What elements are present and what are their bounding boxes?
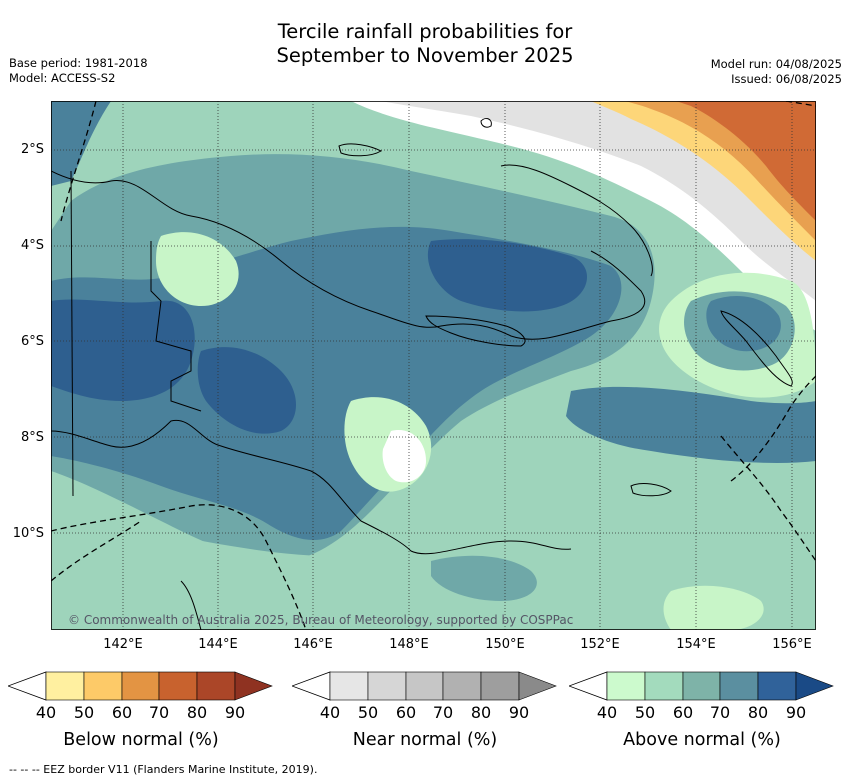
legend-above-colorbar (567, 671, 834, 701)
field-west-80 (51, 101, 111, 186)
lon-label-144e: 144°E (198, 637, 238, 652)
legend-near-tick: 90 (508, 703, 530, 722)
legend-near-swatch (518, 671, 557, 701)
field-above-90-central (197, 347, 296, 434)
field-east-80 (706, 296, 781, 352)
legend-above-tick: 50 (634, 703, 656, 722)
map-border (51, 101, 816, 630)
copyright-text: © Commonwealth of Australia 2025, Bureau… (68, 613, 574, 627)
map-svg (51, 101, 816, 630)
field-south-50 (663, 585, 764, 630)
legend-near-swatch (442, 671, 482, 701)
legend-near-normal: 40 50 60 70 80 90 Near normal (%) (290, 670, 558, 750)
lon-label-142e: 142°E (103, 637, 143, 652)
graticule (51, 101, 816, 630)
issued-text: Issued: 06/08/2025 (731, 72, 842, 86)
legend-near-tick: 40 (319, 703, 341, 722)
lon-label-156e: 156°E (772, 637, 812, 652)
legend-below-swatch (83, 671, 123, 701)
legend-above-caption: Above normal (%) (623, 730, 781, 750)
legend-below-tick: 50 (73, 703, 95, 722)
rainfall-probability-map (51, 101, 816, 630)
map-title-line1: Tercile rainfall probabilities for (277, 20, 573, 43)
model-run-text: Model run: 04/08/2025 (710, 57, 842, 71)
legend-above-tick: 40 (596, 703, 618, 722)
legend-near-colorbar (290, 671, 557, 701)
legend-above-swatch (644, 671, 684, 701)
eez-borders (51, 101, 816, 630)
map-title: Tercile rainfall probabilities for Septe… (0, 20, 850, 68)
map-title-line2: September to November 2025 (276, 44, 574, 67)
meta-left: Base period: 1981-2018 Model: ACCESS-S2 (9, 56, 148, 86)
legend-below-tick: 80 (186, 703, 208, 722)
field-se-80 (566, 386, 816, 463)
legend-below-colorbar (6, 671, 273, 701)
meta-right: Model run: 04/08/2025 Issued: 06/08/2025 (711, 57, 842, 87)
lat-label-6s: 6°S (20, 334, 44, 349)
legend-above-swatch (682, 671, 721, 701)
lon-label-154e: 154°E (676, 637, 716, 652)
lon-label-148e: 148°E (389, 637, 429, 652)
lat-label-4s: 4°S (20, 238, 44, 253)
legend-near-tick: 80 (470, 703, 492, 722)
eez-footnote: -- -- -- EEZ border V11 (Flanders Marine… (9, 763, 318, 776)
legend-below-tick: 40 (35, 703, 57, 722)
legend-near-tick: 60 (395, 703, 417, 722)
legend-above-tick: 60 (672, 703, 694, 722)
lat-label-10s: 10°S (12, 526, 44, 541)
legend-above-tick: 80 (747, 703, 769, 722)
base-period-text: Base period: 1981-2018 (9, 56, 148, 70)
field-white-pocket (382, 430, 426, 483)
field-south-70 (431, 555, 537, 601)
legend-above-tick: 90 (785, 703, 807, 722)
legend-near-caption: Near normal (%) (352, 730, 498, 750)
legend-below-normal: 40 50 60 70 80 90 Below normal (%) (6, 670, 274, 750)
lon-label-150e: 150°E (485, 637, 525, 652)
model-text: Model: ACCESS-S2 (9, 71, 116, 85)
lat-label-2s: 2°S (20, 142, 44, 157)
field-below-70 (676, 101, 816, 221)
field-above-90-north (427, 239, 588, 312)
legend-below-swatch (234, 671, 273, 701)
lat-label-8s: 8°S (20, 430, 44, 445)
legend-near-swatch (480, 671, 520, 701)
legend-below-caption: Below normal (%) (63, 730, 219, 750)
lon-label-146e: 146°E (293, 637, 333, 652)
legend-above-swatch (795, 671, 834, 701)
legend-below-swatch (196, 671, 236, 701)
legend-above-swatch (719, 671, 759, 701)
coastlines (51, 118, 793, 630)
legend-above-normal: 40 50 60 70 80 90 Above normal (%) (567, 670, 835, 750)
legend-below-tick: 70 (148, 703, 170, 722)
legend-below-tick: 90 (224, 703, 246, 722)
legend-above-tick: 70 (709, 703, 731, 722)
legend-below-swatch (158, 671, 198, 701)
legend-near-tick: 50 (357, 703, 379, 722)
legend-below-tick: 60 (111, 703, 133, 722)
legend-below-swatch (45, 671, 85, 701)
lon-label-152e: 152°E (580, 637, 620, 652)
legend-above-swatch (606, 671, 646, 701)
legend-below-swatch (121, 671, 160, 701)
legend-near-swatch (329, 671, 369, 701)
legend-near-tick: 70 (432, 703, 454, 722)
legend-near-swatch (405, 671, 444, 701)
legend-near-swatch (367, 671, 407, 701)
legend-above-swatch (757, 671, 797, 701)
